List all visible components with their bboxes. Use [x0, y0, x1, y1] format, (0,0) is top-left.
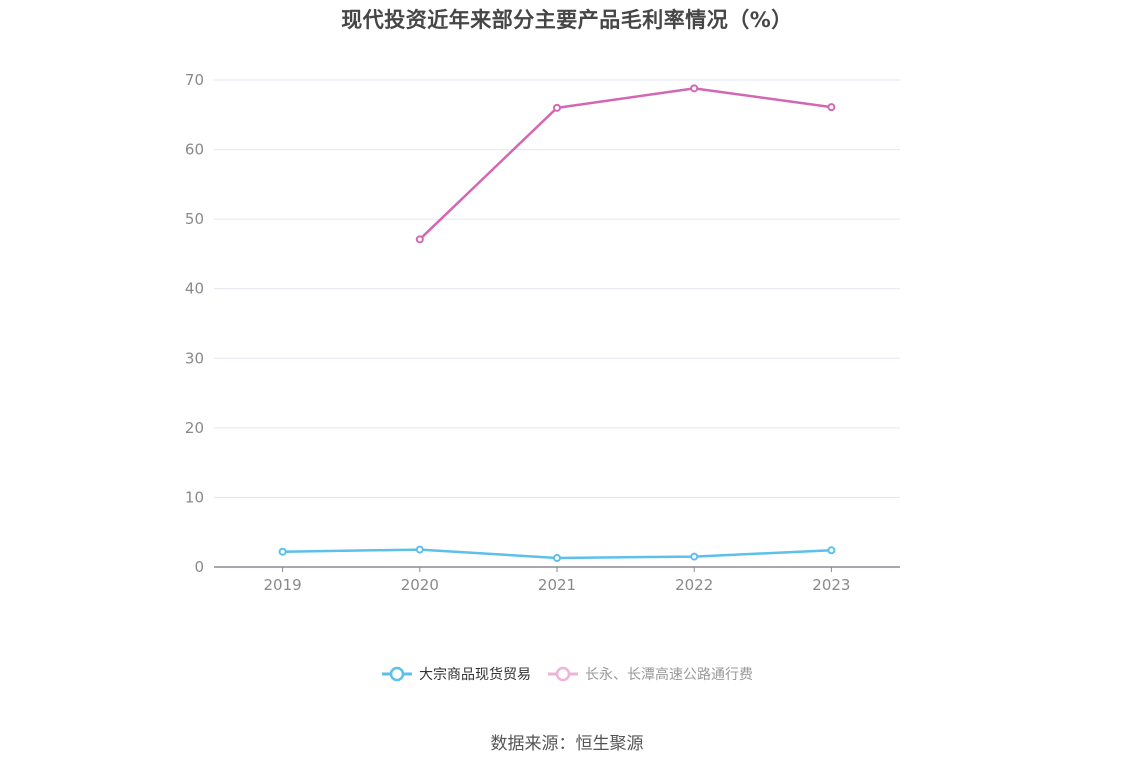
legend-item-commodity-trade[interactable]: 大宗商品现货贸易 — [381, 664, 531, 684]
legend-line-circle-icon — [382, 666, 412, 682]
y-tick-label: 50 — [185, 210, 204, 228]
y-tick-label: 40 — [185, 280, 204, 298]
data-point[interactable] — [278, 547, 287, 556]
y-tick-label: 30 — [185, 349, 204, 367]
data-point[interactable] — [415, 235, 424, 244]
legend-label-highway-toll: 长永、长潭高速公路通行费 — [585, 667, 753, 683]
y-tick-label: 10 — [185, 488, 204, 506]
x-tick-label: 2021 — [538, 576, 576, 594]
y-tick-label: 70 — [185, 71, 204, 89]
x-tick-label: 2023 — [812, 576, 850, 594]
y-tick-label: 60 — [185, 141, 204, 159]
x-tick-label: 2020 — [401, 576, 439, 594]
grid-lines — [214, 79, 900, 498]
legend-line-circle-icon — [548, 666, 578, 682]
data-source: 数据来源：恒生聚源 — [490, 734, 644, 754]
series-lines — [278, 84, 836, 562]
legend-item-highway-toll[interactable]: 长永、长潭高速公路通行费 — [547, 664, 753, 684]
data-point[interactable] — [690, 84, 699, 93]
data-point[interactable] — [827, 546, 836, 555]
data-point[interactable] — [415, 545, 424, 554]
data-point[interactable] — [553, 103, 561, 112]
data-point[interactable] — [553, 553, 561, 562]
axes: 0 10 20 30 40 50 60 70 2019 2020 2021 2022 2023 — [185, 71, 900, 594]
chart-title: 现代投资近年来部分主要产品毛利率情况（%） — [341, 8, 793, 32]
series-line-1 — [418, 87, 833, 241]
x-tick-label: 2022 — [675, 576, 713, 594]
x-tick-label: 2019 — [264, 576, 302, 594]
legend-label-commodity-trade: 大宗商品现货贸易 — [419, 667, 531, 683]
y-tick-label: 20 — [185, 419, 204, 437]
legend: 大宗商品现货贸易 长永、长潭高速公路通行费 — [0, 664, 1134, 684]
y-tick-label: 0 — [194, 558, 204, 576]
data-point[interactable] — [690, 552, 699, 561]
data-point[interactable] — [827, 103, 836, 112]
